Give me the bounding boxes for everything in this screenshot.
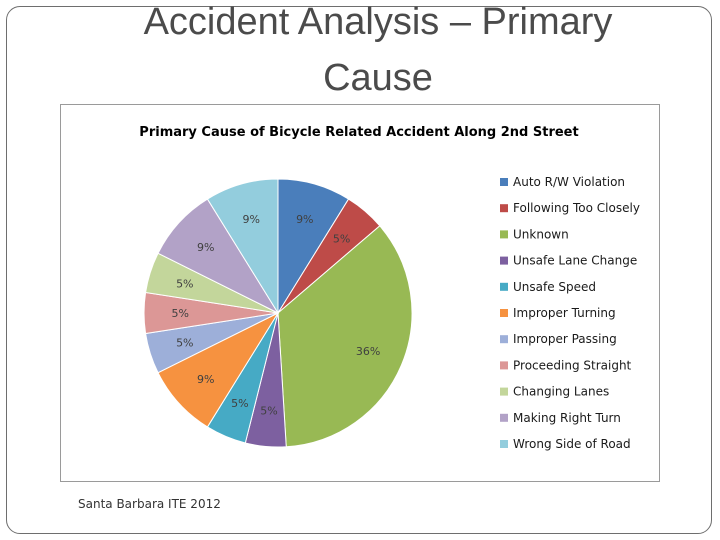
slice-label-wrong-side-of-road: 9% <box>242 213 259 226</box>
slice-label-following-too-closely: 5% <box>333 233 350 246</box>
legend-swatch-following-too-closely <box>500 204 508 213</box>
legend-swatch-unsafe-speed <box>500 282 508 291</box>
legend-label-making-right-turn: Making Right Turn <box>513 411 621 425</box>
legend-label-unknown: Unknown <box>513 227 569 241</box>
slide-title-line-2: Cause <box>323 57 433 99</box>
source-footnote: Santa Barbara ITE 2012 <box>78 497 221 511</box>
pie-chart: Primary Cause of Bicycle Related Acciden… <box>60 104 660 482</box>
pie-chart-svg: Primary Cause of Bicycle Related Acciden… <box>139 125 640 451</box>
chart-title: Primary Cause of Bicycle Related Acciden… <box>139 125 578 140</box>
slide-title: Accident Analysis – Primary Cause <box>0 0 720 106</box>
legend-label-improper-turning: Improper Turning <box>513 306 616 320</box>
pie-slice-unknown <box>277 225 413 448</box>
legend-swatch-improper-turning <box>500 309 508 317</box>
slice-label-changing-lanes: 5% <box>176 277 193 290</box>
slice-label-making-right-turn: 9% <box>197 241 214 254</box>
legend-label-auto-r-w-violation: Auto R/W Violation <box>513 175 625 189</box>
chart-legend: Auto R/W Violation Following Too Closely U… <box>500 175 640 451</box>
slice-label-improper-passing: 5% <box>176 337 193 350</box>
legend-label-wrong-side-of-road: Wrong Side of Road <box>513 437 631 451</box>
legend-swatch-proceeding-straight <box>500 361 508 370</box>
legend-label-unsafe-speed: Unsafe Speed <box>513 280 596 294</box>
slice-label-unsafe-lane-change: 5% <box>260 404 277 417</box>
legend-label-unsafe-lane-change: Unsafe Lane Change <box>513 254 637 268</box>
slide-title-line-1: Accident Analysis – Primary <box>143 1 613 43</box>
legend-swatch-changing-lanes <box>500 387 508 396</box>
legend-label-changing-lanes: Changing Lanes <box>513 385 609 399</box>
slice-label-proceeding-straight: 5% <box>171 307 188 320</box>
legend-label-proceeding-straight: Proceeding Straight <box>513 358 632 372</box>
legend-swatch-making-right-turn <box>500 413 508 422</box>
legend-swatch-improper-passing <box>500 335 508 344</box>
slice-label-auto-r-w-violation: 9% <box>296 213 313 226</box>
legend-swatch-unknown <box>500 230 508 239</box>
legend-swatch-auto-r-w-violation <box>500 178 508 186</box>
legend-swatch-wrong-side-of-road <box>500 440 508 448</box>
slide-frame <box>6 6 712 534</box>
legend-label-improper-passing: Improper Passing <box>513 332 617 346</box>
pie-slice-labels: 9% 5% 36% 5% 5% 9% 5% 5% 5% 9% 9% <box>171 213 380 418</box>
slice-label-improper-turning: 9% <box>197 373 214 386</box>
legend-swatch-unsafe-lane-change <box>500 256 508 265</box>
pie-slices <box>143 178 413 448</box>
pie-slice-wrong-side-of-road <box>206 178 279 315</box>
legend-label-following-too-closely: Following Too Closely <box>513 201 640 215</box>
slice-label-unsafe-speed: 5% <box>231 397 248 410</box>
slice-label-unknown: 36% <box>356 345 380 358</box>
